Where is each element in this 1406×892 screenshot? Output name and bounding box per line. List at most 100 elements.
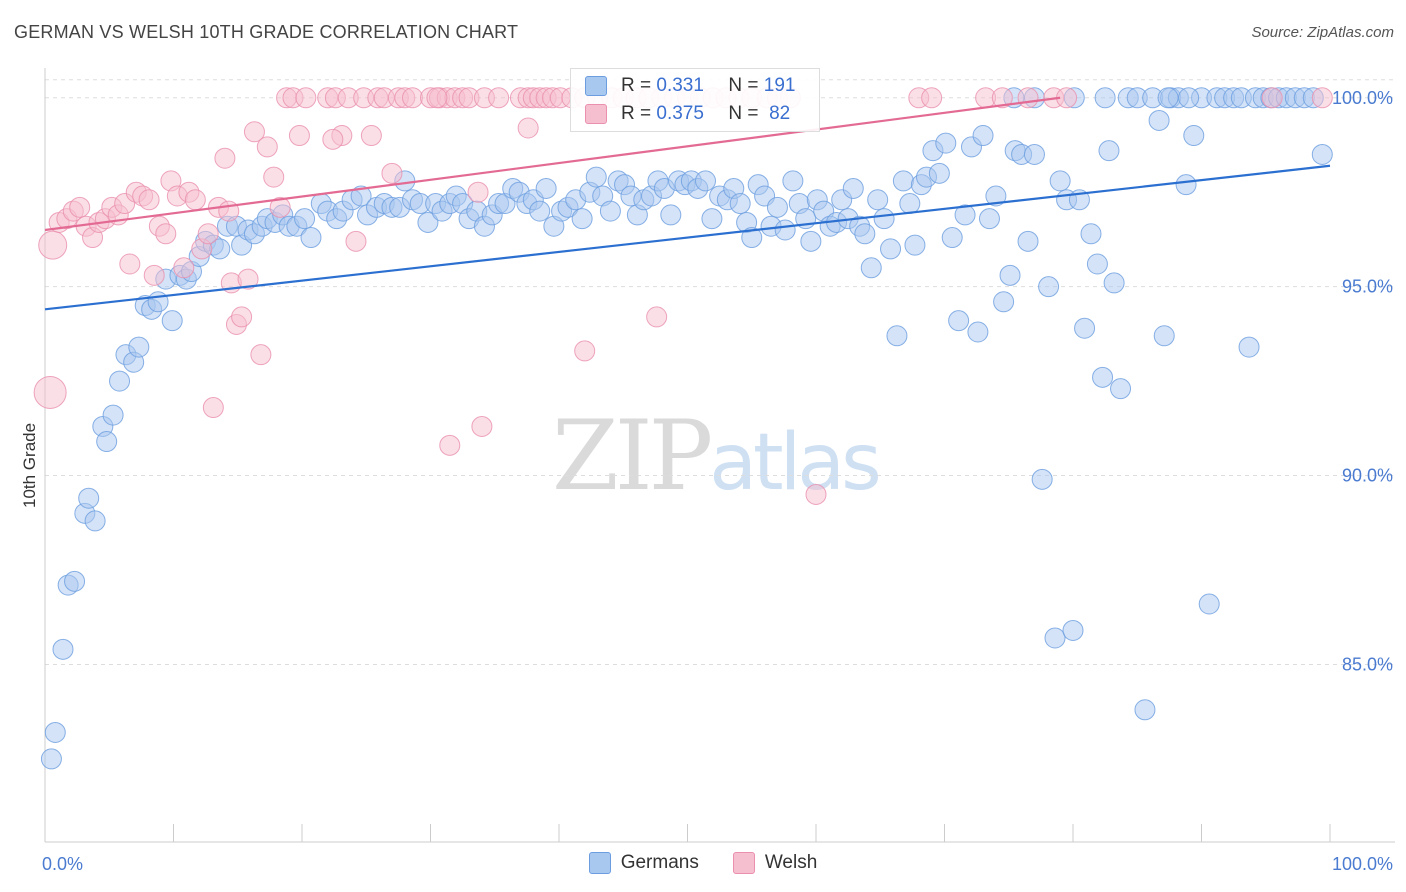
welsh-swatch	[585, 104, 607, 124]
german-point	[109, 370, 131, 392]
german-point	[701, 208, 723, 230]
german-point	[1098, 140, 1120, 162]
german-point	[84, 510, 106, 532]
german-point	[1178, 87, 1200, 109]
german-point	[52, 638, 74, 660]
german-point	[78, 487, 100, 509]
german-point	[1183, 125, 1205, 147]
welsh-point	[237, 268, 259, 290]
welsh-point	[439, 434, 461, 456]
welsh-point	[288, 125, 310, 147]
german-point	[842, 177, 864, 199]
welsh-point	[517, 117, 539, 139]
german-point	[44, 721, 66, 743]
axes	[44, 68, 1395, 843]
german-point	[941, 227, 963, 249]
german-point	[529, 200, 551, 222]
german-point	[873, 208, 895, 230]
german-point	[147, 291, 169, 313]
welsh-point	[155, 223, 177, 245]
legend-item-germans[interactable]: Germans	[588, 852, 699, 874]
r-value: 0.375	[656, 103, 704, 124]
welsh-point	[646, 306, 668, 328]
welsh-point	[197, 223, 219, 245]
german-point	[1031, 468, 1053, 490]
german-point	[1148, 109, 1170, 131]
r-label: R =	[621, 103, 652, 124]
german-point	[904, 234, 926, 256]
welsh-point	[322, 128, 344, 150]
german-point	[899, 193, 921, 215]
welsh-point	[295, 87, 317, 109]
x-tick-label: 100.0%	[1332, 854, 1393, 874]
welsh-point	[1311, 87, 1333, 109]
r-label: R =	[621, 75, 652, 96]
german-point	[999, 264, 1021, 286]
german-point	[948, 310, 970, 332]
german-point	[1023, 143, 1045, 165]
german-point	[1062, 619, 1084, 641]
welsh-point	[488, 87, 510, 109]
tick-labels: 100.0% 95.0% 90.0% 85.0% 0.0% 100.0%	[42, 88, 1393, 874]
stats-legend: R = 0.331 N = 191 R = 0.375 N = 82	[570, 68, 820, 132]
german-point	[161, 310, 183, 332]
german-point	[1157, 87, 1179, 109]
welsh-point	[426, 87, 448, 109]
welsh-point	[231, 306, 253, 328]
welsh-point	[921, 87, 943, 109]
zipatlas-watermark: ZIPatlas	[552, 400, 882, 512]
german-point	[1086, 253, 1108, 275]
german-point	[96, 431, 118, 453]
german-point	[64, 570, 86, 592]
welsh-point	[38, 230, 68, 260]
welsh-point	[202, 397, 224, 419]
german-point	[1134, 699, 1156, 721]
welsh-point	[184, 189, 206, 211]
german-point	[1175, 174, 1197, 196]
welsh-point	[143, 264, 165, 286]
stats-row-welsh: R = 0.375 N = 82	[585, 101, 790, 127]
watermark-zip: ZIP	[552, 400, 713, 512]
y-tick-label: 100.0%	[1332, 88, 1393, 108]
welsh-point	[33, 375, 67, 409]
german-point	[1044, 627, 1066, 649]
german-point	[782, 170, 804, 192]
germans-swatch	[585, 76, 607, 96]
stats-row-germans: R = 0.331 N = 191	[585, 73, 795, 99]
grid-lines	[45, 79, 1395, 665]
german-point	[1092, 366, 1114, 388]
german-point	[1074, 317, 1096, 339]
germans-trend-line	[44, 164, 1331, 311]
welsh-point	[1261, 87, 1283, 109]
germans-legend-swatch	[588, 852, 611, 874]
welsh-point	[805, 483, 827, 505]
german-point	[1049, 170, 1071, 192]
welsh-point	[263, 166, 285, 188]
german-point	[660, 204, 682, 226]
german-point	[766, 196, 788, 218]
german-point	[1017, 230, 1039, 252]
german-point	[300, 227, 322, 249]
y-tick-label: 90.0%	[1342, 466, 1393, 486]
german-point	[1038, 276, 1060, 298]
german-point	[928, 162, 950, 184]
german-point	[585, 166, 607, 188]
welsh-point	[269, 196, 291, 218]
n-label: N =	[728, 75, 759, 96]
german-point	[800, 230, 822, 252]
welsh-point	[243, 121, 265, 143]
german-point	[880, 238, 902, 260]
german-point	[978, 208, 1000, 230]
welsh-point	[381, 162, 403, 184]
german-point	[1311, 143, 1333, 165]
german-point	[892, 170, 914, 192]
german-point	[599, 200, 621, 222]
german-point	[729, 193, 751, 215]
legend-item-welsh[interactable]: Welsh	[732, 852, 817, 874]
german-point	[774, 219, 796, 241]
german-point	[40, 748, 62, 770]
welsh-point	[345, 230, 367, 252]
welsh-point	[250, 344, 272, 366]
welsh-point	[991, 87, 1013, 109]
